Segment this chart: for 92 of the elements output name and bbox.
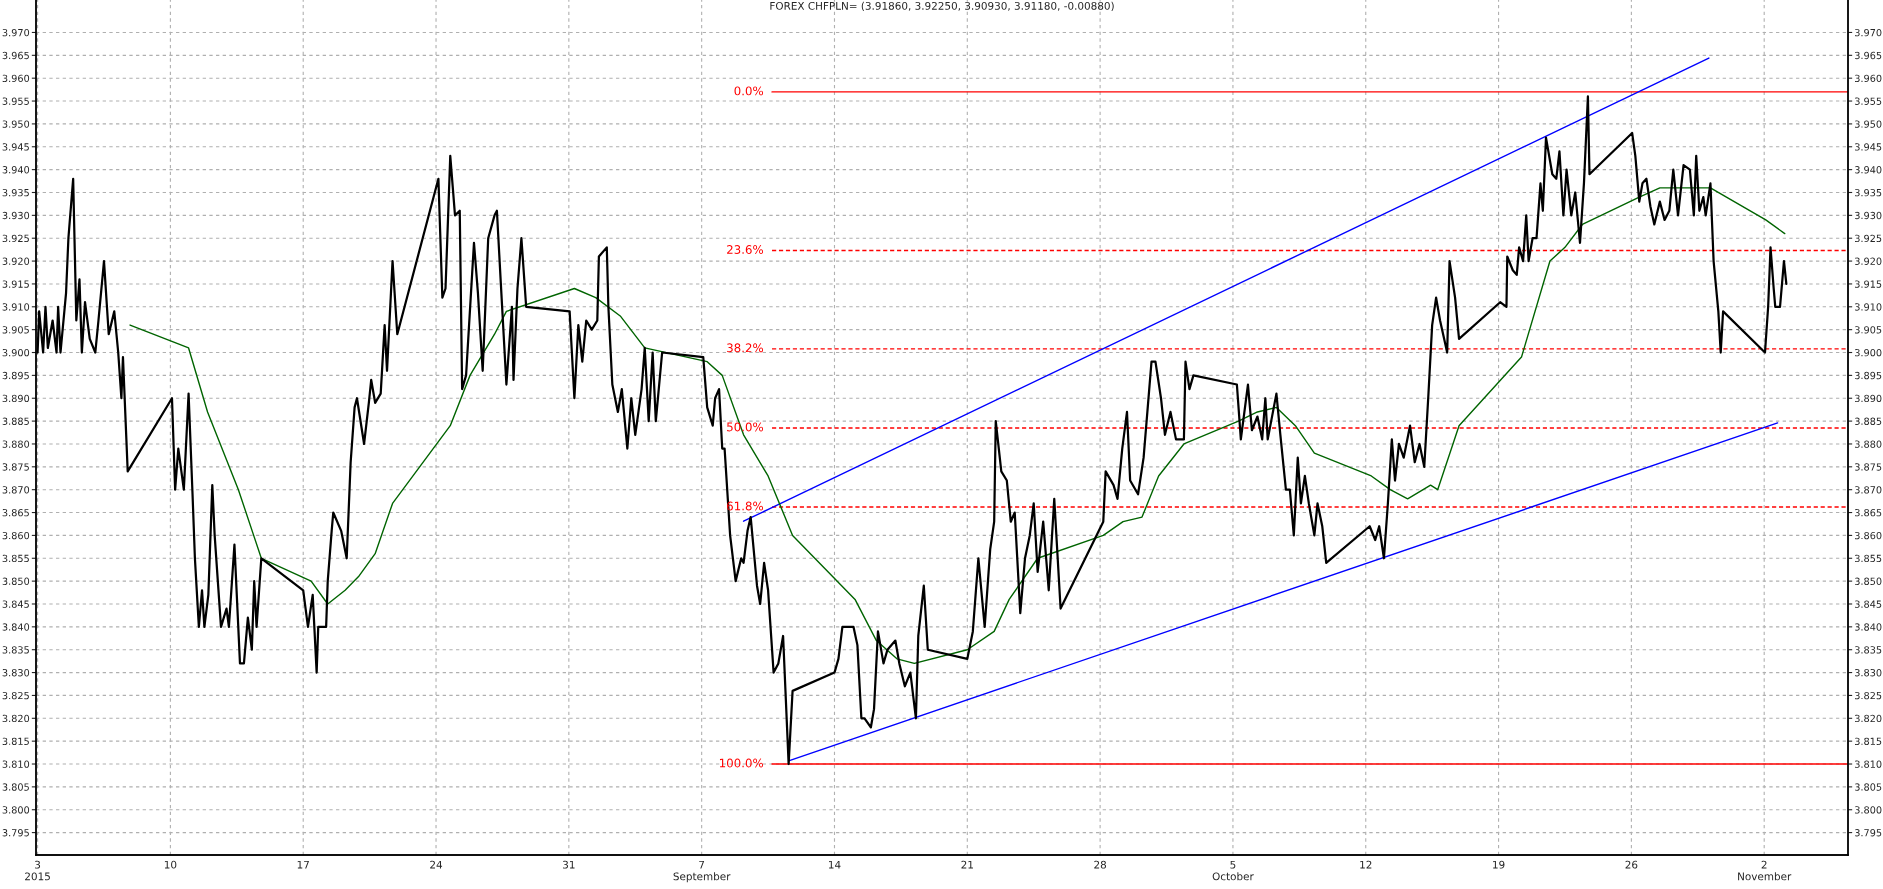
y2-tick-label: 3.825 — [1854, 691, 1882, 700]
y2-tick-label: 3.890 — [1854, 394, 1882, 403]
y2-tick-label: 3.820 — [1854, 714, 1882, 723]
y2-tick-label: 3.945 — [1854, 143, 1882, 151]
y2-tick-label: 3.875 — [1854, 463, 1882, 471]
y-tick-label: 3.890 — [2, 394, 30, 403]
x-tick-label: 24 — [430, 860, 443, 869]
y2-tick-label: 3.810 — [1854, 760, 1882, 768]
series-label: 0.0% — [734, 86, 764, 96]
y2-tick-label: 3.955 — [1854, 97, 1882, 105]
chart-title: FOREX CHFPLN= (3.91860, 3.92250, 3.90930, 3.91180, -0.00880) — [770, 1, 1114, 11]
y-tick-label: 3.900 — [2, 348, 30, 357]
x-tick-label: 19 — [1493, 860, 1505, 869]
y2-tick-label: 3.895 — [1854, 371, 1882, 380]
y-tick-label: 3.795 — [2, 829, 29, 837]
y2-tick-label: 3.860 — [1854, 531, 1882, 540]
x-tick-label: 17 — [297, 860, 309, 869]
y2-tick-label: 3.795 — [1854, 829, 1882, 837]
y2-tick-label: 3.835 — [1854, 646, 1882, 654]
y-tick-label: 3.895 — [2, 371, 29, 380]
x-tick-label: 2 November — [1738, 860, 1792, 881]
y-tick-label: 3.935 — [2, 188, 29, 197]
y-tick-label: 3.970 — [2, 28, 30, 37]
y-tick-label: 3.925 — [2, 234, 29, 243]
y-tick-label: 3.805 — [2, 783, 29, 791]
line-series — [129, 187, 1786, 665]
y2-tick-label: 3.800 — [1854, 806, 1882, 814]
y-tick-label: 3.910 — [2, 303, 30, 311]
y-tick-label: 3.940 — [2, 166, 30, 174]
x-tick-label: 14 — [829, 860, 841, 869]
y2-tick-label: 3.880 — [1854, 440, 1882, 448]
y2-tick-label: 3.950 — [1854, 120, 1882, 128]
y-tick-label: 3.915 — [2, 280, 29, 288]
y-tick-label: 3.840 — [2, 623, 30, 631]
y-tick-label: 3.860 — [2, 531, 30, 540]
y-tick-label: 3.830 — [2, 669, 30, 677]
x-tick-label: 5 October — [1212, 860, 1254, 881]
y-tick-label: 3.875 — [2, 463, 29, 471]
y-tick-label: 3.815 — [2, 737, 29, 745]
y-tick-label: 3.810 — [2, 760, 30, 768]
y2-tick-label: 3.920 — [1854, 257, 1882, 265]
x-tick-label: 31 — [563, 860, 575, 869]
y-tick-label: 3.880 — [2, 440, 30, 448]
y2-tick-label: 3.885 — [1854, 417, 1882, 425]
x-tick-label: 3 2015 — [25, 860, 50, 881]
y2-tick-label: 3.865 — [1854, 509, 1882, 517]
y-tick-label: 3.865 — [2, 509, 29, 517]
y2-tick-label: 3.930 — [1854, 211, 1882, 220]
y2-tick-label: 3.910 — [1854, 303, 1882, 311]
y2-tick-label: 3.900 — [1854, 348, 1882, 357]
y2-tick-label: 3.850 — [1854, 577, 1882, 585]
y2-tick-label: 3.855 — [1854, 554, 1882, 563]
y2-tick-label: 3.965 — [1854, 51, 1882, 60]
y-tick-label: 3.945 — [2, 143, 29, 151]
y-tick-label: 3.920 — [2, 257, 30, 265]
y2-tick-label: 3.915 — [1854, 280, 1882, 288]
y-tick-label: 3.845 — [2, 600, 29, 608]
x-tick-label: 26 — [1625, 860, 1638, 869]
y-tick-label: 3.955 — [2, 97, 29, 105]
y2-tick-label: 3.805 — [1854, 783, 1882, 791]
y-tick-label: 3.965 — [2, 51, 29, 60]
y2-tick-label: 3.970 — [1854, 28, 1882, 37]
y2-tick-label: 3.830 — [1854, 669, 1882, 677]
y-tick-label: 3.870 — [2, 486, 30, 494]
y2-tick-label: 3.815 — [1854, 737, 1882, 745]
series-label: 100.0% — [719, 758, 764, 768]
y2-tick-label: 3.940 — [1854, 166, 1882, 174]
y-tick-label: 3.930 — [2, 211, 30, 220]
y-tick-label: 3.825 — [2, 691, 29, 700]
y2-tick-label: 3.840 — [1854, 623, 1882, 631]
x-tick-label: 10 — [164, 860, 177, 869]
x-tick-label: 7 September — [673, 860, 731, 883]
x-tick-label: 12 — [1360, 860, 1372, 869]
y2-tick-label: 3.845 — [1854, 600, 1882, 608]
y-tick-label: 3.885 — [2, 417, 29, 425]
series-label: 38.2% — [727, 343, 764, 353]
y-tick-label: 3.800 — [2, 806, 30, 814]
y-tick-label: 3.960 — [2, 74, 30, 83]
y2-tick-label: 3.905 — [1854, 326, 1882, 334]
y-tick-label: 3.820 — [2, 714, 30, 723]
y-tick-label: 3.850 — [2, 577, 30, 585]
series-label: 23.6% — [727, 245, 764, 254]
y2-tick-label: 3.960 — [1854, 74, 1882, 83]
y2-tick-label: 3.935 — [1854, 188, 1882, 197]
y-tick-label: 3.835 — [2, 646, 29, 654]
y-tick-label: 3.905 — [2, 326, 29, 334]
x-tick-label: 21 — [961, 860, 973, 869]
y-tick-label: 3.855 — [2, 554, 29, 563]
y-tick-label: 3.950 — [2, 120, 30, 128]
x-tick-label: 28 — [1094, 860, 1107, 869]
y2-tick-label: 3.925 — [1854, 234, 1882, 243]
y2-tick-label: 3.870 — [1854, 486, 1882, 494]
